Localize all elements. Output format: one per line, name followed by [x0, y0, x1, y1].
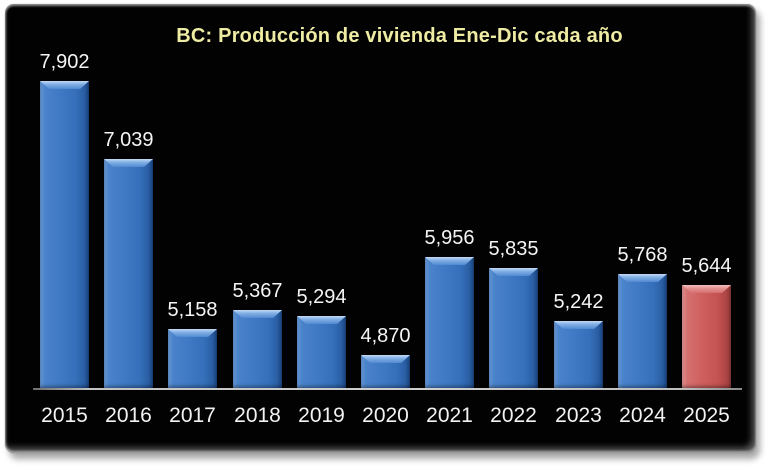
x-axis-label: 2023 — [555, 404, 602, 427]
x-axis-label: 2025 — [683, 404, 730, 427]
bar-value-label: 7,039 — [103, 129, 154, 151]
bar-2022 — [489, 268, 538, 388]
bar-value-label: 7,902 — [39, 51, 90, 73]
bar-2018 — [233, 310, 282, 388]
bar-2017 — [168, 329, 217, 388]
bar-value-label: 5,956 — [424, 227, 475, 249]
bar-value-label: 5,242 — [553, 291, 604, 313]
x-axis-label: 2015 — [41, 404, 88, 427]
x-axis-label: 2022 — [490, 404, 537, 427]
x-axis-label: 2016 — [105, 404, 152, 427]
bar-2019 — [297, 316, 346, 388]
bar-2020 — [361, 355, 410, 388]
bar-value-label: 5,294 — [296, 286, 347, 308]
x-axis-label: 2017 — [169, 404, 216, 427]
plot-area: 7,902 2015 7,039 2016 5,158 2017 5,367 2018 5,29… — [5, 4, 756, 453]
bar-2021 — [425, 257, 474, 388]
bar-value-label: 5,768 — [617, 244, 668, 266]
chart-title: BC: Producción de vivienda Ene-Dic cada … — [176, 25, 623, 47]
x-axis-label: 2019 — [298, 404, 345, 427]
bar-2016 — [104, 159, 153, 388]
x-axis-label: 2020 — [362, 404, 409, 427]
bar-2025 — [682, 285, 731, 388]
bar-2024 — [618, 274, 667, 388]
bar-value-label: 5,644 — [681, 255, 732, 277]
x-axis-label: 2021 — [426, 404, 473, 427]
x-axis-label: 2024 — [619, 404, 666, 427]
chart-panel: BC: Producción de vivienda Ene-Dic cada … — [5, 4, 756, 453]
bar-value-label: 5,158 — [167, 299, 218, 321]
x-axis-label: 2018 — [234, 404, 281, 427]
bar-2023 — [554, 321, 603, 388]
bar-value-label: 5,835 — [488, 238, 539, 260]
bar-2015 — [40, 81, 89, 388]
bar-value-label: 4,870 — [360, 325, 411, 347]
x-axis-line — [33, 388, 742, 390]
bar-value-label: 5,367 — [232, 280, 283, 302]
